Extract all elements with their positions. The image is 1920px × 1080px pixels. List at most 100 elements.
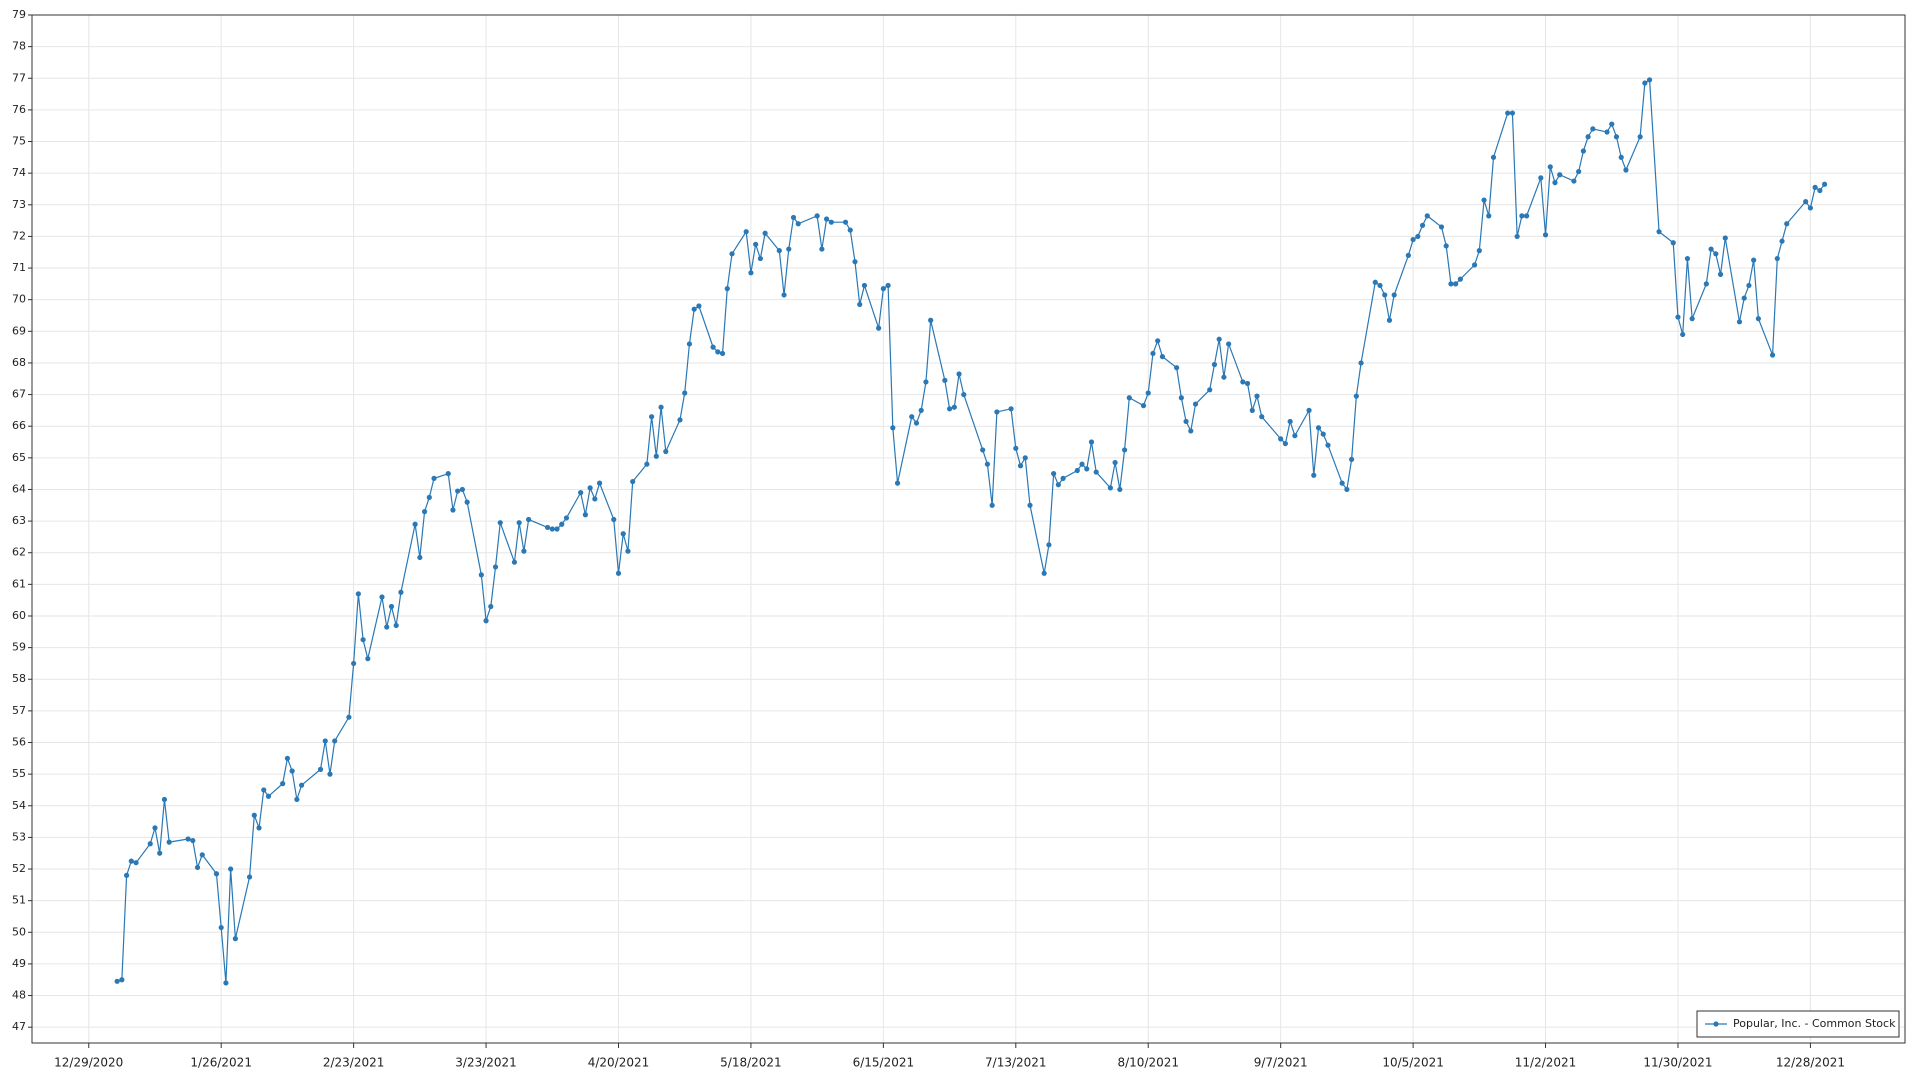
data-point [857, 301, 863, 308]
legend-label: Popular, Inc. - Common Stock [1733, 1017, 1896, 1030]
data-point [280, 781, 286, 787]
y-tick-label: 55 [12, 767, 26, 780]
data-point [1424, 213, 1430, 219]
data-point [715, 349, 721, 355]
data-point [644, 461, 650, 467]
y-tick-label: 70 [12, 293, 26, 306]
data-point [1471, 262, 1478, 268]
data-point [431, 475, 437, 481]
data-point [942, 377, 948, 383]
y-tick-label: 76 [12, 103, 26, 116]
data-point [909, 414, 915, 420]
data-point [544, 524, 551, 531]
data-point [686, 341, 693, 347]
data-point [1315, 425, 1322, 431]
data-point [289, 768, 295, 774]
data-point [1320, 431, 1326, 437]
data-point [1112, 459, 1118, 466]
data-point [194, 864, 201, 871]
data-point [166, 839, 172, 845]
y-tick-label: 71 [12, 261, 26, 274]
data-point [1017, 463, 1024, 469]
data-point [1713, 251, 1719, 257]
y-tick-label: 66 [12, 419, 26, 432]
x-tick-label: 12/29/2020 [54, 1056, 123, 1070]
data-point [649, 414, 655, 420]
data-point [492, 564, 499, 570]
data-point [658, 404, 664, 410]
y-tick-label: 64 [12, 482, 26, 495]
data-point [412, 521, 418, 527]
y-tick-label: 53 [12, 830, 26, 843]
data-point [956, 371, 962, 377]
data-point [1703, 281, 1709, 287]
data-point [1675, 314, 1681, 320]
data-point [123, 872, 130, 878]
data-point [1552, 180, 1558, 186]
data-point [596, 480, 603, 486]
data-point [1751, 257, 1757, 263]
data-point [1046, 542, 1052, 548]
data-point [1174, 365, 1180, 371]
data-point [1382, 292, 1388, 298]
data-point [961, 391, 967, 398]
data-point [526, 516, 532, 523]
data-point [1803, 199, 1809, 205]
data-point [861, 282, 868, 289]
data-point [133, 860, 139, 866]
data-point [1145, 390, 1151, 396]
data-point [1022, 455, 1028, 461]
data-point [426, 494, 432, 500]
data-point [190, 837, 196, 844]
data-point [1807, 205, 1814, 211]
data-point [332, 738, 338, 744]
data-point [719, 350, 726, 357]
x-tick-label: 1/26/2021 [190, 1056, 252, 1070]
data-point [114, 978, 120, 984]
data-point [951, 404, 957, 410]
data-point [421, 509, 428, 515]
data-point [1509, 110, 1516, 116]
data-point [1008, 406, 1014, 412]
data-point [1117, 486, 1123, 493]
y-tick-label: 60 [12, 609, 26, 622]
x-tick-label: 11/2/2021 [1515, 1056, 1577, 1070]
data-point [346, 714, 352, 720]
y-tick-label: 57 [12, 704, 26, 717]
y-tick-label: 48 [12, 989, 26, 1002]
data-point [488, 603, 494, 610]
data-point [1590, 126, 1596, 132]
y-tick-label: 65 [12, 451, 26, 464]
y-tick-label: 73 [12, 198, 26, 211]
data-point [199, 852, 205, 858]
data-point [218, 924, 224, 931]
data-point [384, 624, 390, 630]
data-point [1585, 134, 1591, 140]
data-point [1041, 570, 1047, 576]
data-point [1254, 393, 1260, 399]
data-point [1391, 292, 1397, 298]
data-point [365, 656, 371, 662]
data-point [1736, 319, 1743, 325]
data-point [1542, 232, 1549, 238]
x-tick-label: 3/23/2021 [455, 1056, 517, 1070]
data-point [1524, 213, 1530, 219]
legend-marker [1713, 1021, 1719, 1027]
legend: Popular, Inc. - Common Stock [1696, 1010, 1900, 1038]
data-point [894, 480, 901, 486]
data-point [847, 227, 853, 233]
data-point [923, 379, 929, 385]
data-point [1448, 281, 1454, 287]
data-point [1126, 395, 1132, 401]
data-point [1514, 233, 1520, 240]
data-point [185, 836, 191, 842]
data-point [696, 303, 702, 309]
data-point [128, 858, 134, 864]
data-point [994, 409, 1000, 415]
data-point [1490, 154, 1497, 160]
y-tick-label: 51 [12, 894, 26, 907]
data-point [819, 246, 825, 252]
data-point [710, 344, 716, 350]
data-point [918, 407, 924, 413]
